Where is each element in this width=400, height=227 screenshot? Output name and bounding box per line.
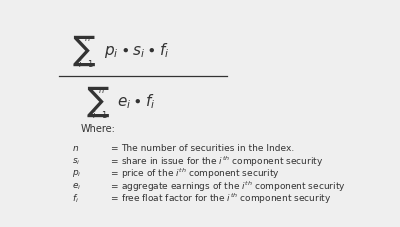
Text: =: = [110,195,118,204]
Text: $e_i \bullet f_i$: $e_i \bullet f_i$ [117,92,155,111]
Text: $f_i$: $f_i$ [72,193,79,205]
Text: Where:: Where: [81,124,116,134]
Text: share in issue for the $i^{th}$ component security: share in issue for the $i^{th}$ componen… [121,154,324,168]
Text: $\sum$: $\sum$ [86,84,110,119]
Text: $p_i \bullet s_i \bullet f_i$: $p_i \bullet s_i \bullet f_i$ [104,41,170,60]
Text: The number of securities in the Index.: The number of securities in the Index. [121,144,294,153]
Text: $n$: $n$ [84,34,91,43]
Text: =: = [110,182,118,191]
Text: =: = [110,169,118,178]
Text: $p_i$: $p_i$ [72,168,81,179]
Text: price of the $i^{th}$ component security: price of the $i^{th}$ component security [121,167,280,181]
Text: =: = [110,157,118,166]
Text: $s_i$: $s_i$ [72,156,80,167]
Text: $i\!=\!1$: $i\!=\!1$ [78,58,94,69]
Text: $e_i$: $e_i$ [72,181,81,192]
Text: free float factor for the $i^{th}$ component security: free float factor for the $i^{th}$ compo… [121,192,332,206]
Text: =: = [110,144,118,153]
Text: aggregate earnings of the $i^{th}$ component security: aggregate earnings of the $i^{th}$ compo… [121,179,346,194]
Text: $\sum$: $\sum$ [72,34,96,68]
Text: $n$: $n$ [72,144,79,153]
Text: $n$: $n$ [98,86,105,95]
Text: $i\!=\!1$: $i\!=\!1$ [92,109,108,120]
